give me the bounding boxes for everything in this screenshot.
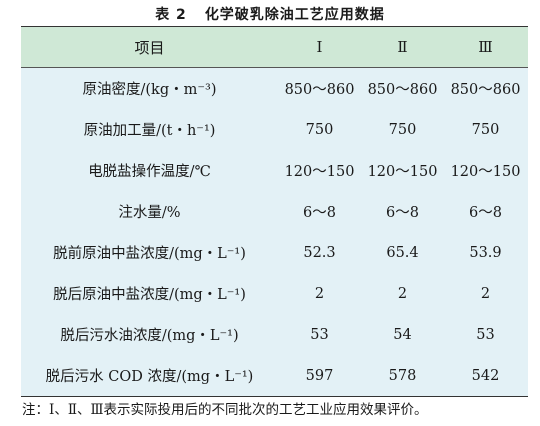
cell-batch-3: 850～860	[450, 82, 521, 98]
cell-batch-1: 2	[314, 285, 325, 302]
cell-batch-3: 6～8	[469, 205, 502, 221]
table-row: 原油密度/(kg・m⁻³) 850～860 850～860 850～860	[21, 68, 528, 109]
cell-batch-3: 53.9	[469, 244, 502, 261]
row-label: 脱后污水 COD 浓度/(mg・L⁻¹)	[45, 369, 254, 385]
cell-batch-3: 120～150	[450, 164, 521, 180]
row-label: 注水量/%	[118, 205, 181, 221]
cell-batch-2: 65.4	[386, 244, 419, 261]
table-row: 脱后污水 COD 浓度/(mg・L⁻¹) 597 578 542	[21, 355, 528, 396]
cell-batch-1: 53	[310, 326, 329, 343]
cell-batch-1: 120～150	[284, 164, 355, 180]
header-item: 项目	[134, 38, 165, 57]
cell-batch-2: 6～8	[386, 205, 419, 221]
cell-batch-3: 2	[480, 285, 491, 302]
table-body: 原油密度/(kg・m⁻³) 850～860 850～860 850～860 原油…	[21, 68, 528, 396]
header-batch-2: Ⅱ	[397, 38, 408, 56]
header-batch-1: Ⅰ	[316, 38, 323, 56]
cell-batch-3: 750	[471, 121, 500, 138]
data-table: 项目 Ⅰ Ⅱ Ⅲ 原油密度/(kg・m⁻³) 850～860 850～860 8…	[21, 26, 528, 397]
table-row: 注水量/% 6～8 6～8 6～8	[21, 191, 528, 232]
row-label: 脱后原油中盐浓度/(mg・L⁻¹)	[53, 287, 246, 303]
cell-batch-1: 6～8	[303, 205, 336, 221]
cell-batch-2: 54	[393, 326, 412, 343]
header-batch-3: Ⅲ	[478, 38, 493, 56]
cell-batch-1: 52.3	[303, 244, 336, 261]
cell-batch-2: 578	[388, 367, 417, 384]
row-label: 脱前原油中盐浓度/(mg・L⁻¹)	[53, 246, 246, 262]
row-label: 脱后污水油浓度/(mg・L⁻¹)	[60, 328, 239, 344]
cell-batch-2: 850～860	[367, 82, 438, 98]
table-note: 注：Ⅰ、Ⅱ、Ⅲ表示实际投用后的不同批次的工艺工业应用效果评价。	[22, 402, 428, 418]
cell-batch-1: 850～860	[284, 82, 355, 98]
row-label: 原油加工量/(t・h⁻¹)	[83, 123, 216, 139]
row-label: 电脱盐操作温度/℃	[88, 164, 211, 180]
table-header-row: 项目 Ⅰ Ⅱ Ⅲ	[21, 27, 528, 68]
cell-batch-1: 597	[305, 367, 334, 384]
table-row: 脱后污水油浓度/(mg・L⁻¹) 53 54 53	[21, 314, 528, 355]
table-number: 表 2	[155, 7, 187, 23]
cell-batch-3: 542	[471, 367, 500, 384]
table-row: 原油加工量/(t・h⁻¹) 750 750 750	[21, 109, 528, 150]
table-row: 电脱盐操作温度/℃ 120～150 120～150 120～150	[21, 150, 528, 191]
cell-batch-2: 2	[397, 285, 408, 302]
table-title: 化学破乳除油工艺应用数据	[204, 7, 385, 23]
row-label: 原油密度/(kg・m⁻³)	[82, 82, 217, 98]
cell-batch-2: 750	[388, 121, 417, 138]
table-row: 脱后原油中盐浓度/(mg・L⁻¹) 2 2 2	[21, 273, 528, 314]
cell-batch-1: 750	[305, 121, 334, 138]
cell-batch-3: 53	[476, 326, 495, 343]
cell-batch-2: 120～150	[367, 164, 438, 180]
table-row: 脱前原油中盐浓度/(mg・L⁻¹) 52.3 65.4 53.9	[21, 232, 528, 273]
table-caption: 表 2 化学破乳除油工艺应用数据	[0, 4, 540, 24]
